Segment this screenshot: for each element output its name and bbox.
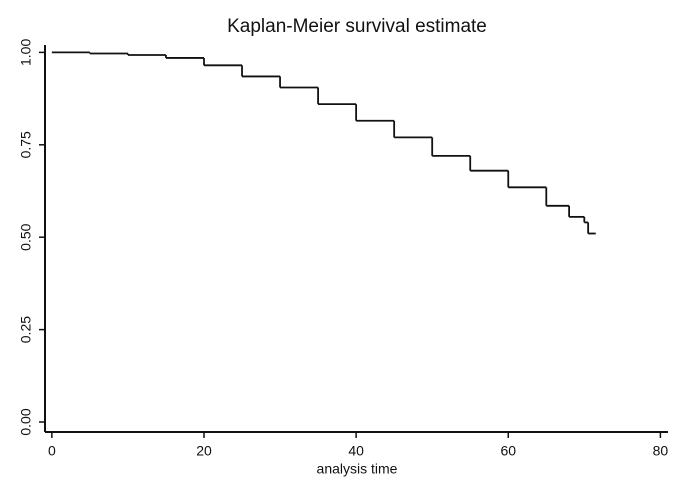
- x-tick-label: 20: [196, 443, 212, 459]
- x-tick-label: 80: [653, 443, 669, 459]
- y-tick-label: 1.00: [18, 39, 34, 66]
- x-tick-label: 60: [500, 443, 516, 459]
- y-tick-label: 0.25: [18, 316, 34, 343]
- y-tick-label: 0.00: [18, 408, 34, 435]
- x-tick-label: 40: [348, 443, 364, 459]
- y-tick-label: 0.50: [18, 223, 34, 250]
- chart-title: Kaplan-Meier survival estimate: [227, 16, 487, 37]
- y-tick-label: 0.75: [18, 131, 34, 158]
- x-axis-label: analysis time: [317, 461, 398, 477]
- x-tick-label: 0: [48, 443, 56, 459]
